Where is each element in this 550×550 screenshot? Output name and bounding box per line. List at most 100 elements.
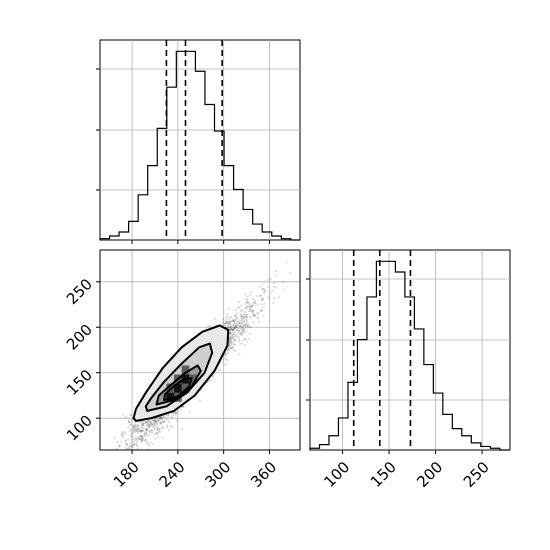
scatter-point [145, 430, 148, 433]
scatter-point [277, 296, 280, 299]
scatter-point [134, 424, 137, 427]
scatter-point [106, 469, 108, 471]
scatter-point [144, 421, 147, 424]
scatter-point [168, 429, 171, 432]
x-tick-label-150: 150 [367, 458, 400, 491]
scatter-point [122, 436, 125, 439]
scatter-point [268, 297, 271, 301]
scatter-point [147, 425, 150, 428]
scatter-point [141, 424, 144, 427]
scatter-point [129, 423, 132, 426]
scatter-point [131, 430, 134, 433]
scatter-point [127, 426, 130, 429]
scatter-point [131, 445, 134, 448]
scatter-point [232, 323, 235, 326]
scatter-point [235, 317, 238, 320]
scatter-y-tick-labels: 100 150 200 250 [63, 275, 96, 444]
scatter-point [233, 339, 236, 342]
scatter-point [227, 307, 230, 310]
scatter-point [135, 443, 138, 446]
scatter-point [154, 420, 157, 423]
scatter-point [234, 318, 237, 321]
scatter-point [153, 419, 156, 422]
scatter-point [149, 429, 152, 432]
scatter-point [231, 347, 234, 350]
scatter-point [248, 310, 251, 313]
scatter-point [228, 344, 231, 347]
scatter-point [106, 475, 108, 477]
scatter-point [160, 418, 163, 421]
scatter-point [126, 442, 129, 445]
scatter-point [146, 428, 149, 431]
scatter-point [130, 437, 133, 440]
scatter-point [246, 324, 249, 327]
scatter-point [267, 295, 270, 298]
scatter-point [137, 424, 140, 427]
scatter-point [232, 329, 235, 332]
scatter-point [179, 408, 182, 411]
scatter-point [238, 322, 241, 325]
scatter-point [243, 309, 246, 312]
scatter-point [262, 306, 265, 309]
scatter-point [149, 441, 152, 444]
scatter-point [229, 320, 232, 323]
scatter-point [140, 430, 143, 433]
scatter-point [232, 329, 235, 332]
scatter-point [161, 426, 164, 429]
contour-line-0 [132, 324, 230, 422]
scatter-point [124, 439, 127, 442]
scatter-point [146, 420, 149, 423]
scatter-point [95, 487, 97, 489]
scatter-point [154, 420, 157, 423]
scatter-point [249, 308, 253, 311]
scatter-point [231, 328, 234, 331]
scatter-point [155, 421, 158, 424]
scatter-point [235, 312, 238, 315]
scatter-point [134, 439, 137, 442]
scatter-point [242, 339, 245, 342]
scatter-point [127, 438, 130, 441]
scatter-point [137, 427, 140, 430]
scatter-point [141, 435, 144, 438]
scatter-point [141, 438, 144, 441]
scatter-point [158, 417, 161, 420]
scatter-point [141, 429, 144, 432]
scatter-point [115, 453, 117, 455]
scatter-point [226, 322, 229, 325]
hist-step-line [99, 50, 301, 241]
scatter-point [125, 442, 128, 445]
scatter-point [153, 418, 156, 421]
scatter-point [231, 329, 234, 332]
scatter-point [228, 329, 232, 332]
scatter-point [128, 446, 131, 449]
contour-lines [132, 324, 230, 422]
scatter-point [110, 470, 112, 472]
scatter-point [267, 278, 270, 281]
scatter-point [158, 430, 161, 433]
scatter-point [244, 326, 247, 329]
scatter-point [259, 294, 262, 297]
scatter-point [148, 444, 151, 447]
scatter-point [236, 335, 239, 338]
scatter-point [237, 322, 240, 326]
scatter-point [241, 329, 244, 332]
scatter-point [231, 335, 234, 338]
scatter-point [235, 326, 238, 330]
scatter-point [282, 288, 285, 291]
scatter-point [250, 291, 253, 294]
scatter-point [134, 423, 137, 426]
scatter-point [148, 424, 152, 428]
scatter-point [152, 433, 156, 436]
scatter-point [224, 322, 227, 325]
scatter-point [139, 437, 142, 440]
scatter-point [242, 319, 245, 323]
scatter-point [160, 421, 163, 424]
scatter-point [134, 427, 137, 430]
scatter-point [228, 338, 231, 341]
scatter-point [209, 380, 212, 383]
scatter-point [154, 420, 157, 424]
scatter-point [132, 443, 135, 446]
scatter-point [225, 317, 228, 320]
scatter-point [212, 374, 215, 377]
scatter-point [242, 324, 245, 327]
